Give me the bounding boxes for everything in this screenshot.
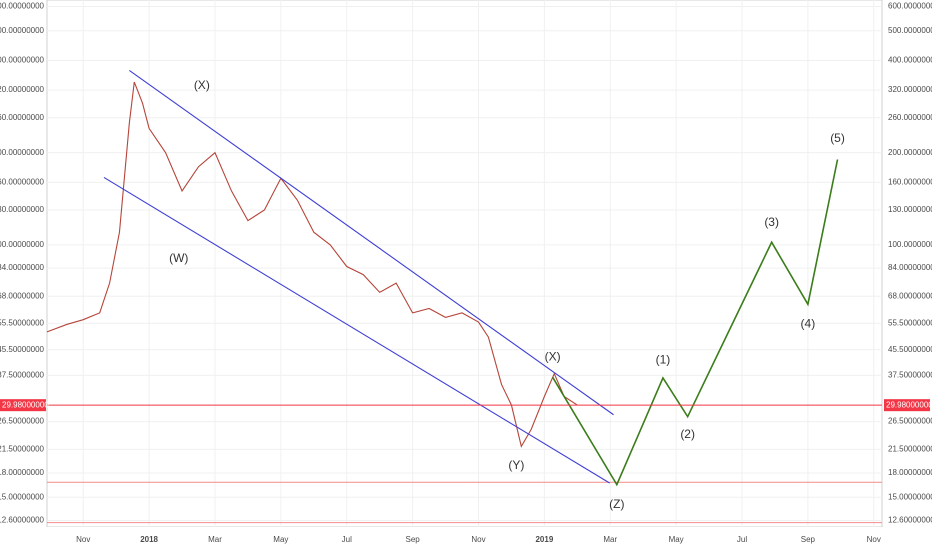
wave-label: (2) bbox=[680, 427, 695, 441]
wave-label: (X) bbox=[194, 78, 210, 92]
line-series bbox=[129, 70, 614, 416]
y-tick-label: 37.50000000 bbox=[0, 371, 45, 380]
y-tick-label: 600.00000000 bbox=[0, 2, 45, 11]
y-tick-label: 260.00000000 bbox=[0, 113, 45, 122]
wave-label: (X) bbox=[545, 349, 561, 363]
y-tick-label: 18.00000000 bbox=[0, 468, 45, 477]
line-series bbox=[103, 176, 610, 484]
x-tick-label: May bbox=[669, 535, 684, 544]
y-tick-label-right: 160.00000000 bbox=[888, 177, 932, 186]
y-tick-label-right: 18.00000000 bbox=[888, 468, 932, 477]
y-tick-label-right: 400.00000000 bbox=[888, 56, 932, 65]
wave-label: (Z) bbox=[609, 497, 624, 511]
y-tick-label: 21.50000000 bbox=[0, 445, 45, 454]
x-tick-label: Nov bbox=[76, 535, 90, 544]
y-tick-label-right: 37.50000000 bbox=[888, 371, 932, 380]
x-tick-label: Jul bbox=[737, 535, 747, 544]
x-tick-label: 2018 bbox=[140, 535, 158, 544]
x-tick-label: Nov bbox=[867, 535, 881, 544]
y-tick-label: 160.00000000 bbox=[0, 177, 45, 186]
y-tick-label-right: 84.00000000 bbox=[888, 263, 932, 272]
y-tick-label: 26.50000000 bbox=[0, 417, 45, 426]
wave-label: (1) bbox=[656, 352, 671, 366]
y-tick-label-right: 26.50000000 bbox=[888, 417, 932, 426]
plot-area bbox=[46, 0, 883, 528]
y-tick-label-right: 200.00000000 bbox=[888, 148, 932, 157]
line-series bbox=[46, 81, 578, 448]
y-tick-label-right: 100.00000000 bbox=[888, 240, 932, 249]
x-tick-label: Sep bbox=[801, 535, 816, 544]
bottom-axis bbox=[0, 527, 932, 550]
y-tick-label: 130.00000000 bbox=[0, 205, 45, 214]
y-tick-label-right: 55.50000000 bbox=[888, 318, 932, 327]
x-tick-label: Mar bbox=[208, 535, 222, 544]
y-tick-label: 84.00000000 bbox=[0, 263, 45, 272]
y-tick-label-right: 21.50000000 bbox=[888, 445, 932, 454]
y-tick-label-right: 45.50000000 bbox=[888, 345, 932, 354]
y-tick-label: 15.00000000 bbox=[0, 492, 45, 501]
y-tick-label-right: 68.00000000 bbox=[888, 291, 932, 300]
y-tick-label: 320.00000000 bbox=[0, 85, 45, 94]
y-tick-label: 200.00000000 bbox=[0, 148, 45, 157]
x-tick-label: Nov bbox=[471, 535, 485, 544]
x-tick-label: Jul bbox=[342, 535, 352, 544]
y-tick-label: 55.50000000 bbox=[0, 318, 45, 327]
line-series bbox=[551, 159, 839, 487]
wave-label: (4) bbox=[801, 317, 816, 331]
wave-label: (3) bbox=[764, 215, 779, 229]
y-tick-label: 100.00000000 bbox=[0, 240, 45, 249]
x-tick-label: 2019 bbox=[535, 535, 553, 544]
y-tick-label: 400.00000000 bbox=[0, 56, 45, 65]
price-badge bbox=[884, 399, 930, 412]
wave-label: (5) bbox=[830, 131, 845, 145]
wave-label: (W) bbox=[169, 251, 188, 265]
y-tick-label-right: 500.00000000 bbox=[888, 26, 932, 35]
y-tick-label-right: 260.00000000 bbox=[888, 113, 932, 122]
price-label: 29.98000000 bbox=[2, 400, 49, 409]
price-label: 29.98000000 bbox=[886, 400, 932, 409]
x-tick-label: Mar bbox=[603, 535, 617, 544]
y-tick-label: 500.00000000 bbox=[0, 26, 45, 35]
wave-label: (Y) bbox=[508, 458, 524, 472]
y-tick-label-right: 320.00000000 bbox=[888, 85, 932, 94]
y-tick-label-right: 12.60000000 bbox=[888, 516, 932, 525]
x-tick-label: May bbox=[273, 535, 288, 544]
y-tick-label-right: 130.00000000 bbox=[888, 205, 932, 214]
y-tick-label: 45.50000000 bbox=[0, 345, 45, 354]
y-tick-label: 12.60000000 bbox=[0, 516, 45, 525]
y-tick-label-right: 600.00000000 bbox=[888, 2, 932, 11]
x-tick-label: Sep bbox=[406, 535, 421, 544]
y-tick-label: 68.00000000 bbox=[0, 291, 45, 300]
y-tick-label-right: 15.00000000 bbox=[888, 492, 932, 501]
price-badge bbox=[0, 399, 46, 412]
